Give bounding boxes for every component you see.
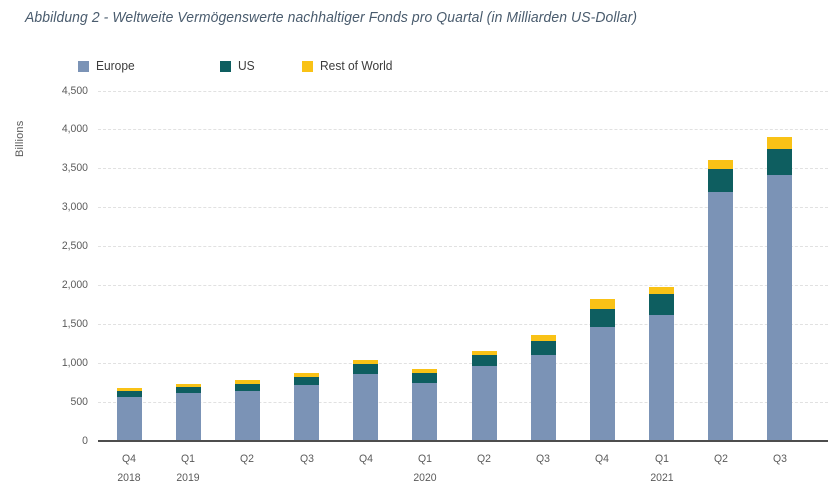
x-tick-label: Q2 <box>477 453 492 465</box>
gridline <box>98 90 828 92</box>
bar-segment-europe <box>649 314 675 441</box>
y-tick-label: 0 <box>82 434 88 447</box>
bar-segment-rest-of-world <box>234 380 260 384</box>
legend-item-europe: Europe <box>78 58 136 74</box>
bar-segment-europe <box>471 366 497 441</box>
bar-segment-us <box>234 383 260 392</box>
bar-segment-us <box>294 376 320 385</box>
bar-segment-us <box>353 364 379 375</box>
gridline <box>98 168 828 170</box>
y-tick-label: 2,500 <box>61 240 88 253</box>
bar-quarter-12 <box>767 137 793 441</box>
bar-quarter-5 <box>353 359 379 441</box>
x-tick-label: Q4 <box>358 453 373 465</box>
x-axis-year-label: 2019 <box>176 472 200 484</box>
bar-segment-rest-of-world <box>767 137 793 150</box>
legend-swatch-icon <box>78 60 89 72</box>
bar-segment-europe <box>353 374 379 441</box>
bar-quarter-10 <box>649 286 675 441</box>
bar-segment-rest-of-world <box>708 159 734 170</box>
bar-segment-us <box>589 308 615 328</box>
legend-swatch-icon <box>302 60 313 72</box>
legend-item-us: US <box>220 58 255 74</box>
bar-segment-rest-of-world <box>649 286 675 294</box>
bar-quarter-2 <box>175 383 201 441</box>
bar-segment-rest-of-world <box>116 388 142 391</box>
bar-segment-rest-of-world <box>412 369 438 374</box>
bar-segment-us <box>175 386 201 394</box>
bar-segment-europe <box>175 393 201 441</box>
gridline <box>98 323 828 325</box>
bar-quarter-11 <box>708 159 734 441</box>
legend-swatch-icon <box>220 60 231 72</box>
x-tick-label: Q3 <box>772 453 787 465</box>
bar-segment-us <box>649 294 675 315</box>
y-tick-label: 2,000 <box>61 278 88 291</box>
bar-segment-europe <box>767 174 793 441</box>
x-tick-label: Q3 <box>299 453 314 465</box>
bar-segment-europe <box>294 384 320 441</box>
bar-segment-rest-of-world <box>353 359 379 365</box>
x-tick-label: Q4 <box>122 453 136 465</box>
bar-quarter-6 <box>412 369 438 441</box>
bar-segment-us <box>767 149 793 175</box>
bar-segment-rest-of-world <box>294 372 320 377</box>
x-tick-label: Q2 <box>713 453 728 465</box>
gridline <box>98 207 828 209</box>
y-tick-label: 3,000 <box>61 201 88 214</box>
x-tick-label: Q1 <box>417 453 432 465</box>
bar-segment-us <box>412 373 438 383</box>
y-tick-label: 4,500 <box>61 84 88 97</box>
x-tick-label: Q3 <box>536 453 551 465</box>
bar-segment-us <box>471 355 497 367</box>
bar-quarter-9 <box>589 299 615 441</box>
bar-segment-rest-of-world <box>589 299 615 309</box>
gridline <box>98 246 828 248</box>
bar-segment-europe <box>116 397 142 441</box>
chart-legend: Europe US Rest of World <box>0 58 832 74</box>
bar-quarter-1 <box>116 388 142 441</box>
bar-quarter-7 <box>471 350 497 441</box>
legend-label: Europe <box>96 59 135 73</box>
bar-segment-rest-of-world <box>175 383 201 387</box>
gridline <box>98 362 828 364</box>
x-axis-year-label: 2018 <box>117 472 141 484</box>
gridline <box>98 284 828 286</box>
y-tick-label: 3,500 <box>61 162 88 175</box>
y-tick-label: 1,000 <box>61 356 88 369</box>
bar-quarter-8 <box>530 335 556 441</box>
legend-item-rest-of-world: Rest of World <box>302 58 396 74</box>
legend-label: US <box>238 59 255 73</box>
x-tick-label: Q4 <box>595 453 610 465</box>
legend-label: Rest of World <box>320 59 393 73</box>
y-tick-label: 500 <box>70 395 88 408</box>
gridline <box>98 129 828 131</box>
x-tick-label: Q2 <box>240 453 255 465</box>
bar-segment-us <box>530 341 556 355</box>
bar-quarter-3 <box>234 380 260 441</box>
y-tick-label: 1,500 <box>61 317 88 330</box>
x-axis-year-label: 2020 <box>413 472 437 484</box>
bar-segment-europe <box>530 354 556 441</box>
bar-segment-us <box>116 390 142 398</box>
chart-title: Abbildung 2 - Weltweite Vermögenswerte n… <box>25 9 638 26</box>
bar-segment-europe <box>234 391 260 441</box>
bar-segment-rest-of-world <box>530 335 556 342</box>
bar-segment-europe <box>708 192 734 441</box>
x-tick-label: Q1 <box>181 453 196 465</box>
bar-segment-rest-of-world <box>471 350 497 356</box>
x-axis-year-label: 2021 <box>649 472 674 484</box>
y-tick-label: 4,000 <box>61 123 88 136</box>
bar-segment-europe <box>412 382 438 441</box>
bar-segment-us <box>708 169 734 193</box>
x-tick-label: Q1 <box>654 453 669 465</box>
gridline <box>98 401 828 403</box>
bar-segment-europe <box>589 327 615 441</box>
x-axis-line <box>98 440 828 442</box>
bar-quarter-4 <box>294 372 320 441</box>
y-axis-label: Billions <box>14 120 26 157</box>
